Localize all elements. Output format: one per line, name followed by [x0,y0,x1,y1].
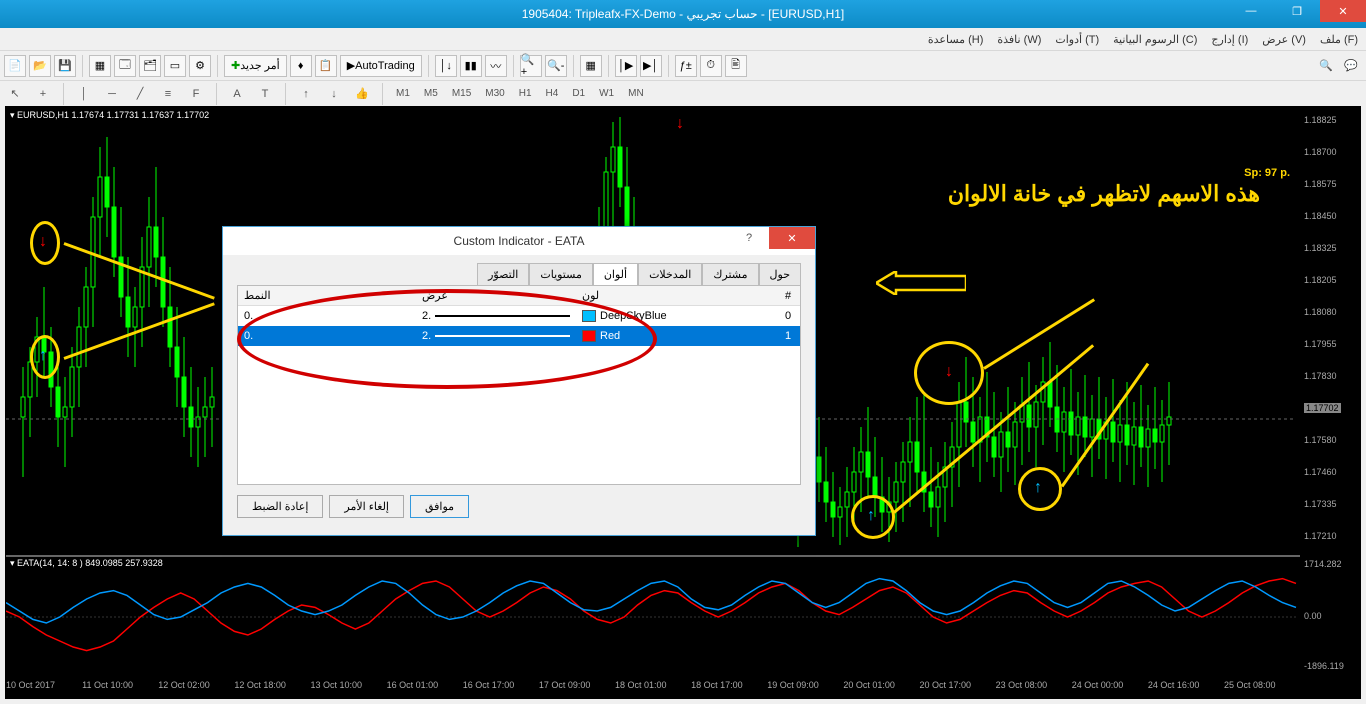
tile-icon[interactable]: ▦ [580,55,602,77]
color-swatch [582,330,596,342]
text-label-icon[interactable]: T [254,83,276,105]
ok-button[interactable]: موافق [410,495,469,518]
tf-w1[interactable]: W1 [595,86,618,101]
vline-icon[interactable]: │ [73,83,95,105]
zoom-out-icon[interactable]: 🔍- [545,55,567,77]
col-style: النمط [238,289,416,302]
window-titlebar: 1905404: Tripleafx-FX-Demo - حساب تجريبي… [0,0,1366,28]
menu-charts[interactable]: الرسوم البيانية (C) [1113,33,1197,46]
indicators-icon[interactable]: ƒ± [675,55,697,77]
line-chart-icon[interactable]: 〰 [485,55,507,77]
drawing-toolbar: ↖ + │ ─ ╱ ≡ F A T ↑ ↓ 👍 M1 M5 M15 M30 H1… [0,80,1366,106]
window-title: 1905404: Tripleafx-FX-Demo - حساب تجريبي… [522,7,845,21]
col-color: لون [576,289,776,302]
window-close-button[interactable]: ✕ [1320,0,1366,22]
dialog-tabs: حول مشترك المدخلات ألوان مستويات التصوّر [223,255,815,285]
annotation-text: هذه الاسهم لاتظهر في خانة الالوان [940,179,1260,210]
menu-view[interactable]: عرض (V) [1262,33,1306,46]
menu-insert[interactable]: إدارج (I) [1211,33,1248,46]
open-icon[interactable]: 📂 [29,55,51,77]
navigator-icon[interactable]: 🗂 [139,55,161,77]
indicator-axis: 1714.2820.00-1896.119 [1300,555,1360,675]
arrow-down-icon[interactable]: ↓ [323,83,345,105]
dialog-help-button[interactable]: ? [729,227,769,249]
col-index: # [776,290,800,302]
dialog-buttons: إعادة الضبط إلغاء الأمر موافق [223,495,815,518]
chat-icon[interactable]: 💬 [1340,55,1362,77]
tf-h4[interactable]: H4 [542,86,563,101]
tf-m15[interactable]: M15 [448,86,475,101]
tab-about[interactable]: حول [759,263,801,285]
market-watch-icon[interactable]: 🗔 [114,55,136,77]
dialog-body: # لون عرض النمط 0 DeepSkyBlue 2. 0. 1 Re… [237,285,801,485]
dialog-titlebar: Custom Indicator - EATA ? ✕ [223,227,815,255]
menu-tools[interactable]: أدوات (T) [1055,33,1099,46]
col-width: عرض [416,289,576,302]
colors-table-header: # لون عرض النمط [238,286,800,306]
indicator-chart [6,557,1300,675]
buy-arrow-icon: ↑ [867,507,875,525]
window-maximize-button[interactable]: ❐ [1274,0,1320,22]
thumb-icon[interactable]: 👍 [351,83,373,105]
main-toolbar: 📄 📂 💾 ▦ 🗔 🗂 ▭ ⚙ ✚ أمر جديد ♦ 📋 ▶ AutoTra… [0,50,1366,80]
chart-shift-icon[interactable]: ▶│ [640,55,662,77]
sell-arrow-icon: ↓ [39,233,47,251]
window-minimize-button[interactable]: — [1228,0,1274,22]
zoom-in-icon[interactable]: 🔍+ [520,55,542,77]
menu-window[interactable]: نافذة (W) [997,33,1041,46]
fibo-icon[interactable]: F [185,83,207,105]
price-axis: 1.188251.187001.185751.184501.183251.182… [1300,107,1360,551]
menubar: ملف (F) عرض (V) إدارج (I) الرسوم البياني… [0,28,1366,50]
menu-file[interactable]: ملف (F) [1320,33,1358,46]
new-order-button[interactable]: ✚ أمر جديد [224,55,287,77]
templates-icon[interactable]: 🖹 [725,55,747,77]
terminal-icon[interactable]: ▭ [164,55,186,77]
tf-m30[interactable]: M30 [481,86,508,101]
candle-chart-icon[interactable]: ▮▮ [460,55,482,77]
trendline-icon[interactable]: ╱ [129,83,151,105]
tf-mn[interactable]: MN [624,86,648,101]
tab-levels[interactable]: مستويات [529,263,592,285]
sell-arrow-icon: ↓ [945,363,953,381]
text-icon[interactable]: A [226,83,248,105]
custom-indicator-dialog: Custom Indicator - EATA ? ✕ حول مشترك ال… [222,226,816,536]
time-axis: 10 Oct 201711 Oct 10:0012 Oct 02:0012 Oc… [6,680,1300,698]
bar-chart-icon[interactable]: │↓ [435,55,457,77]
channel-icon[interactable]: ≡ [157,83,179,105]
color-row-0[interactable]: 0 DeepSkyBlue 2. 0. [238,306,800,326]
tab-common[interactable]: مشترك [702,263,758,285]
search-icon[interactable]: 🔍 [1315,55,1337,77]
cursor-icon[interactable]: ↖ [4,83,26,105]
reset-button[interactable]: إعادة الضبط [237,495,323,518]
tf-m5[interactable]: M5 [420,86,442,101]
tf-d1[interactable]: D1 [568,86,589,101]
autotrading-button[interactable]: ▶ AutoTrading [340,55,422,77]
buy-arrow-icon: ↑ [39,347,47,365]
tab-inputs[interactable]: المدخلات [638,263,702,285]
metaquotes-icon[interactable]: ♦ [290,55,312,77]
tf-m1[interactable]: M1 [392,86,414,101]
annotation-arrow-icon [876,271,966,295]
save-icon[interactable]: 💾 [54,55,76,77]
arrow-up-icon[interactable]: ↑ [295,83,317,105]
autoscroll-icon[interactable]: │▶ [615,55,637,77]
strategy-tester-icon[interactable]: ⚙ [189,55,211,77]
crosshair-icon[interactable]: + [32,83,54,105]
hline-icon[interactable]: ─ [101,83,123,105]
expert-advisors-icon[interactable]: 📋 [315,55,337,77]
periodicity-icon[interactable]: ⏱ [700,55,722,77]
tab-colors[interactable]: ألوان [593,263,638,285]
profiles-icon[interactable]: ▦ [89,55,111,77]
dialog-title: Custom Indicator - EATA [454,234,585,248]
tf-h1[interactable]: H1 [515,86,536,101]
sell-arrow-icon: ↓ [676,115,684,133]
buy-arrow-icon: ↑ [1034,479,1042,497]
cancel-button[interactable]: إلغاء الأمر [329,495,404,518]
tab-visualization[interactable]: التصوّر [477,263,529,285]
new-chart-icon[interactable]: 📄 [4,55,26,77]
menu-help[interactable]: مساعدة (H) [928,33,984,46]
color-row-1[interactable]: 1 Red 2. 0. [238,326,800,346]
color-swatch [582,310,596,322]
dialog-close-button[interactable]: ✕ [769,227,815,249]
